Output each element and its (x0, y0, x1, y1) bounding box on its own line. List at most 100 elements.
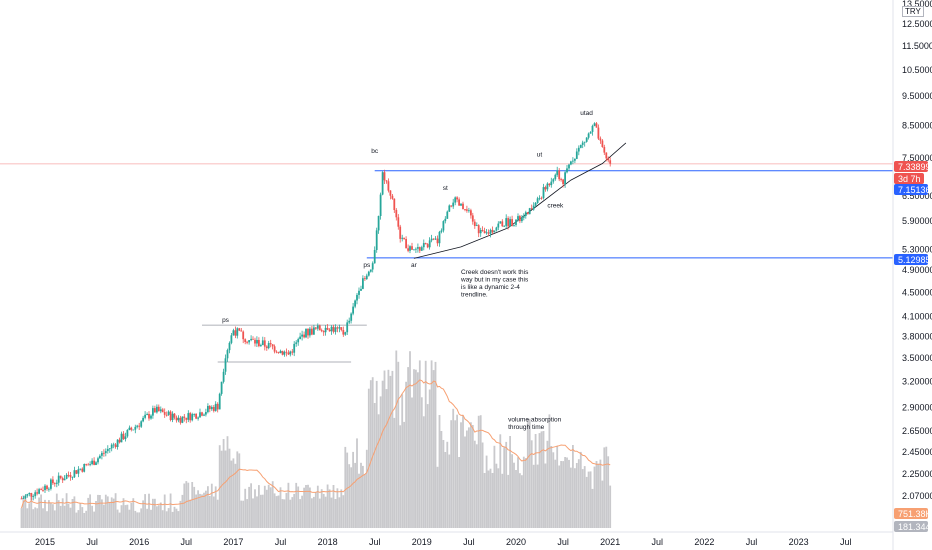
volume-bar (358, 473, 360, 528)
volume-bar (554, 459, 557, 528)
candle-body (267, 343, 270, 349)
wyckoff-label: ps (222, 317, 230, 324)
candle-body (413, 249, 415, 251)
volume-bar (591, 488, 594, 528)
volume-bar (165, 511, 168, 528)
volume-bar (399, 425, 402, 528)
candle-body (144, 414, 146, 418)
volume-bar (572, 445, 574, 528)
candle-body (258, 340, 260, 347)
volume-bar (28, 503, 31, 528)
volume-bar (99, 495, 101, 528)
volume-bar (493, 445, 496, 528)
horizontal-lines[interactable] (0, 163, 893, 259)
candle-body (44, 485, 46, 491)
candle-body (574, 158, 576, 161)
volume-bar (297, 486, 300, 528)
candle-body (303, 334, 305, 338)
volume-bar (609, 485, 612, 528)
candle-body (285, 351, 288, 353)
volume-bar (336, 488, 339, 528)
volume-bar (177, 511, 180, 528)
candle-body (199, 412, 201, 418)
volume-bar (22, 495, 25, 528)
price-tick-label: 11.50000 (902, 41, 932, 51)
price-axis[interactable]: 13.50000 12.50000 11.50000 10.50000 9.50000 8… (902, 0, 932, 501)
candle-body (477, 225, 480, 234)
volume-bar (93, 511, 95, 528)
creek-trendline[interactable] (413, 142, 627, 259)
candle-body (314, 327, 317, 329)
volume-bar (446, 441, 449, 528)
volume-bar (179, 500, 182, 528)
candle-body (77, 469, 80, 474)
time-tick-label: 2021 (600, 537, 620, 547)
volume-bar (581, 469, 584, 528)
candle-body (385, 180, 388, 182)
candle-body (195, 414, 197, 419)
candle-body (138, 425, 141, 427)
volume-bar (491, 473, 494, 528)
candle-body (191, 414, 194, 421)
volume-bar (440, 431, 443, 528)
candle-body (420, 247, 423, 251)
price-tick-label: 2.65000 (902, 426, 932, 436)
volume-bar (434, 361, 437, 528)
volume-bar (95, 501, 97, 528)
candle-body (273, 346, 276, 352)
candle-body (63, 478, 66, 481)
candle-body (591, 125, 594, 132)
volume-bar (417, 372, 419, 528)
volume-bar (210, 483, 213, 528)
volume-bar (320, 489, 323, 528)
candle-body (342, 330, 345, 335)
volume-bar (142, 500, 144, 528)
volume-bar (470, 422, 472, 528)
candle-body (495, 227, 498, 231)
candle-body (393, 198, 396, 210)
volume-bar (91, 505, 93, 528)
volume-bar (52, 504, 54, 528)
volume-bar (110, 497, 113, 528)
volume-bar (265, 489, 268, 528)
candle-body (479, 230, 482, 234)
volume-bar (201, 494, 203, 528)
candle-body (277, 352, 280, 354)
candle-body (254, 339, 256, 344)
volume-bar (550, 446, 553, 528)
volume-bar (183, 483, 186, 528)
candle-body (57, 475, 60, 483)
volume-bar (318, 498, 321, 528)
candle-body (424, 243, 427, 245)
candle-body (313, 327, 315, 335)
volume-bar (305, 485, 307, 528)
candle-body (307, 328, 309, 336)
time-tick-label: Jul (86, 537, 98, 547)
candle-body (28, 493, 31, 495)
volume-bar (171, 511, 174, 528)
candle-body (130, 427, 133, 430)
candle-body (128, 427, 131, 430)
volume-bar (524, 458, 527, 528)
volume-bar (236, 451, 239, 528)
volume-bar (291, 497, 294, 528)
volume-bar (136, 512, 139, 528)
candle-body (587, 133, 590, 138)
candle-body (601, 140, 604, 147)
candle-body (373, 250, 376, 264)
candle-body (53, 483, 56, 484)
candle-body (97, 458, 99, 463)
volume-bar (269, 487, 272, 528)
time-tick-label: 2016 (129, 537, 149, 547)
time-axis[interactable]: 2015 Jul 2016 Jul 2017 Jul 2018 Jul 2019 Jul 2020 J… (35, 537, 851, 547)
volume-bar (562, 461, 564, 528)
time-tick-label: 2017 (223, 537, 243, 547)
candle-body (397, 217, 400, 227)
currency-label[interactable]: TRY (902, 6, 924, 17)
volume-bar (242, 500, 245, 528)
volume-bar (212, 496, 215, 528)
volume-bar (585, 476, 588, 528)
candle-body (187, 413, 190, 420)
candle-body (405, 239, 407, 249)
